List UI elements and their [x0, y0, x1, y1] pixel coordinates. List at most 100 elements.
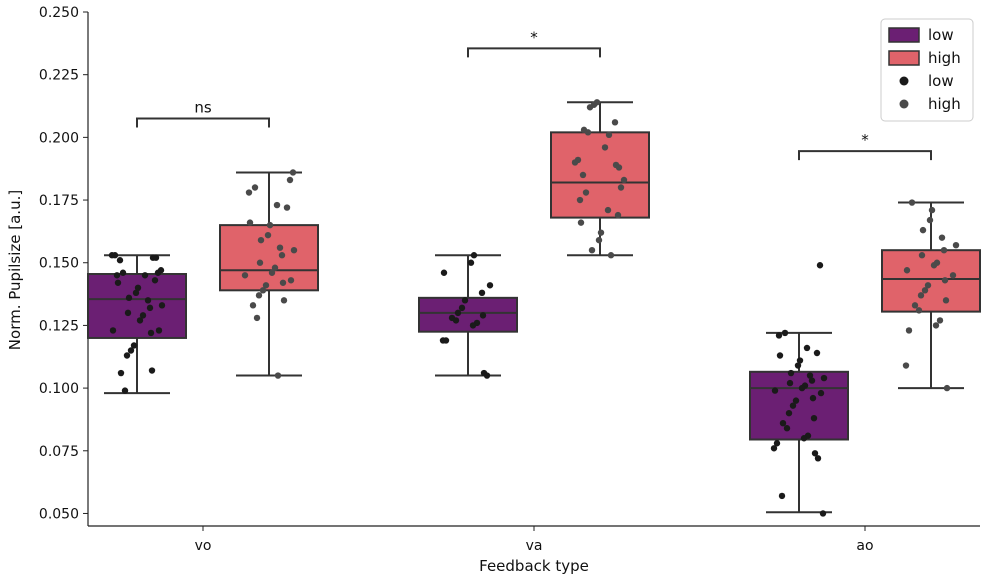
data-point — [246, 219, 254, 226]
box-high-va — [550, 131, 650, 219]
data-point — [273, 201, 281, 209]
significance-label: * — [861, 131, 869, 149]
data-point — [139, 312, 147, 319]
data-point — [819, 510, 827, 517]
data-point — [943, 384, 951, 392]
significance-label: ns — [194, 99, 212, 117]
y-tick-label: 0.150 — [39, 256, 79, 272]
data-point — [440, 269, 448, 276]
data-point — [259, 287, 267, 294]
data-point — [604, 206, 612, 214]
data-point — [800, 435, 808, 442]
data-point — [121, 387, 129, 394]
data-point — [486, 282, 494, 289]
data-point — [773, 440, 781, 447]
data-point — [154, 269, 162, 276]
y-tick-label: 0.225 — [39, 68, 79, 84]
data-point — [798, 384, 806, 392]
data-point — [816, 262, 824, 269]
data-point — [278, 252, 286, 259]
data-point — [811, 450, 819, 457]
data-point — [915, 307, 923, 314]
data-point — [770, 445, 778, 452]
legend-label: low — [928, 72, 954, 90]
data-point — [257, 236, 265, 244]
data-point — [264, 231, 272, 239]
data-point — [810, 414, 818, 422]
data-point — [903, 267, 911, 274]
legend-marker-high — [899, 99, 909, 109]
data-point — [116, 257, 124, 264]
data-point — [147, 329, 155, 337]
data-point — [938, 234, 946, 241]
data-point — [941, 277, 949, 284]
axes-group: 0.050 0.075 0.100 0.125 0.150 0.175 0.200 0.225… — [39, 5, 980, 554]
data-point — [577, 219, 585, 226]
data-point — [132, 289, 140, 297]
data-point — [467, 259, 475, 266]
data-point — [579, 171, 587, 179]
data-point — [268, 269, 276, 276]
legend-group: low high low high — [880, 18, 974, 122]
data-point — [280, 297, 288, 304]
data-point — [601, 144, 609, 151]
data-point — [615, 164, 623, 171]
data-point — [119, 269, 127, 276]
boxes-group — [87, 101, 981, 514]
data-point — [266, 221, 274, 229]
y-tick-label: 0.250 — [39, 5, 79, 21]
data-point — [617, 184, 625, 191]
data-point — [454, 309, 462, 317]
data-point — [796, 357, 804, 364]
data-point — [911, 302, 919, 309]
data-point — [452, 317, 460, 324]
data-point — [262, 282, 270, 289]
data-point — [921, 287, 929, 294]
data-point — [611, 119, 619, 126]
data-point — [127, 347, 135, 354]
data-point — [151, 277, 159, 284]
data-point — [123, 352, 131, 359]
data-point — [439, 337, 447, 344]
data-point — [809, 394, 817, 402]
data-point — [919, 226, 927, 234]
data-point — [902, 362, 910, 369]
data-point — [786, 379, 794, 387]
data-point — [251, 184, 259, 191]
data-point — [290, 246, 298, 254]
data-point — [152, 254, 160, 261]
data-point — [134, 284, 142, 292]
data-point — [595, 236, 603, 244]
data-point — [271, 264, 279, 271]
data-point — [584, 129, 592, 136]
data-point — [113, 272, 121, 279]
x-tick-label: vo — [195, 538, 212, 554]
data-point — [936, 317, 944, 324]
data-point — [588, 246, 596, 254]
y-tick-label: 0.050 — [39, 506, 79, 522]
data-point — [926, 216, 934, 224]
x-tick-label: va — [526, 538, 543, 554]
y-tick-label: 0.175 — [39, 193, 79, 209]
data-point — [279, 279, 287, 286]
data-point — [245, 189, 253, 196]
y-tick-label: 0.125 — [39, 318, 79, 334]
data-point — [146, 304, 154, 312]
x-axis-title: Feedback type — [479, 557, 589, 575]
y-axis-title: Norm. Pupilsize [a.u.] — [6, 190, 24, 350]
data-point — [124, 309, 132, 317]
data-point — [283, 204, 291, 211]
data-point — [779, 420, 787, 427]
data-point — [794, 362, 802, 369]
legend-marker-low — [899, 76, 909, 86]
data-point — [586, 104, 594, 111]
data-point — [256, 259, 264, 266]
data-point — [813, 349, 821, 357]
box-low-vo — [87, 273, 187, 339]
data-point — [287, 277, 295, 284]
data-point — [949, 272, 957, 279]
data-point — [789, 402, 797, 409]
data-point — [808, 377, 816, 384]
data-point — [814, 455, 822, 462]
data-point — [787, 369, 795, 377]
